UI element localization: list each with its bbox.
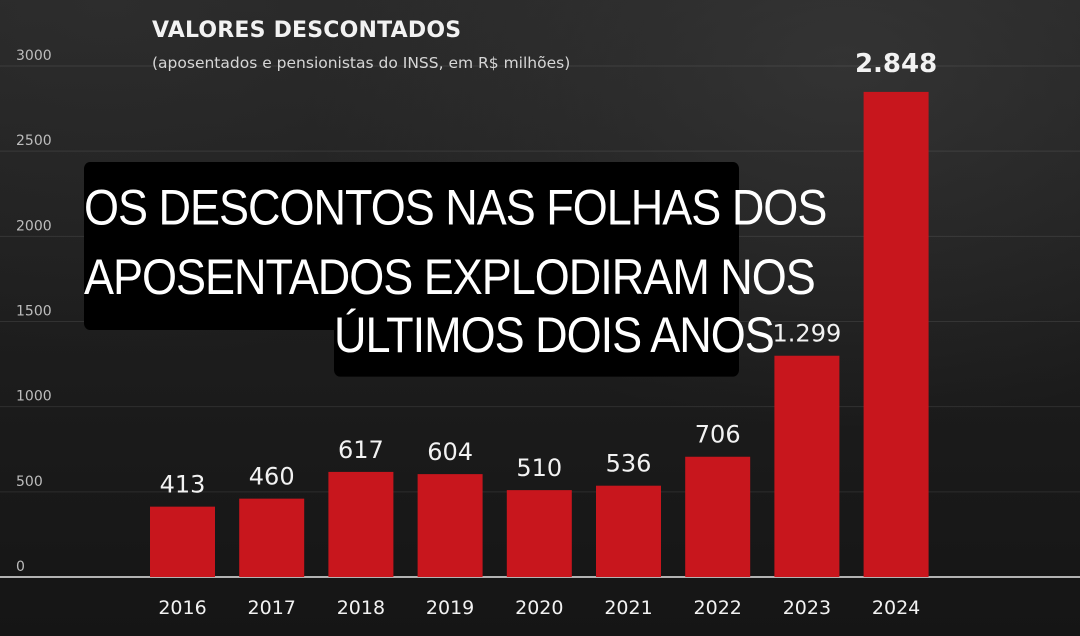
x-tick-label: 2017 [248,597,296,619]
y-tick-label: 500 [16,474,43,490]
y-tick-label: 3000 [16,48,52,64]
x-tick-label: 2024 [872,597,920,619]
x-tick-label: 2022 [694,597,742,619]
x-tick-label: 2021 [604,597,652,619]
bar [506,490,572,577]
caption-line-2: APOSENTADOS EXPLODIRAM NOS [84,248,816,306]
y-tick-label: 2500 [16,133,52,149]
bar [328,471,394,577]
x-tick-label: 2016 [158,597,206,619]
data-label: 604 [427,438,473,466]
chart-title: VALORES DESCONTADOS [152,18,462,43]
data-label: 536 [606,450,652,478]
data-label: 706 [695,421,741,449]
bar [596,485,661,577]
y-tick-label: 0 [16,559,25,575]
bar [863,91,929,578]
bar [774,355,840,577]
data-label: 617 [338,436,384,464]
data-label: 510 [516,454,562,482]
data-label: 413 [160,471,206,499]
bar [685,456,751,577]
x-tick-label: 2023 [783,597,831,619]
data-label: 2.848 [855,49,937,79]
bar [150,506,215,577]
x-tick-label: 2020 [515,597,563,619]
x-tick-label: 2018 [337,597,385,619]
x-tick-label: 2019 [426,597,474,619]
caption-line-1: OS DESCONTOS NAS FOLHAS DOS [84,178,827,236]
caption-box-bottom: ÚLTIMOS DOIS ANOS [334,296,775,377]
caption-line-3: ÚLTIMOS DOIS ANOS [334,306,775,364]
bar [417,474,483,577]
y-tick-label: 2000 [16,218,52,234]
y-tick-label: 1500 [16,304,52,320]
bar [239,498,305,577]
data-label: 1.299 [773,320,842,348]
chart-subtitle: (aposentados e pensionistas do INSS, em … [152,54,571,72]
y-tick-label: 1000 [16,389,52,405]
data-label: 460 [249,463,295,491]
